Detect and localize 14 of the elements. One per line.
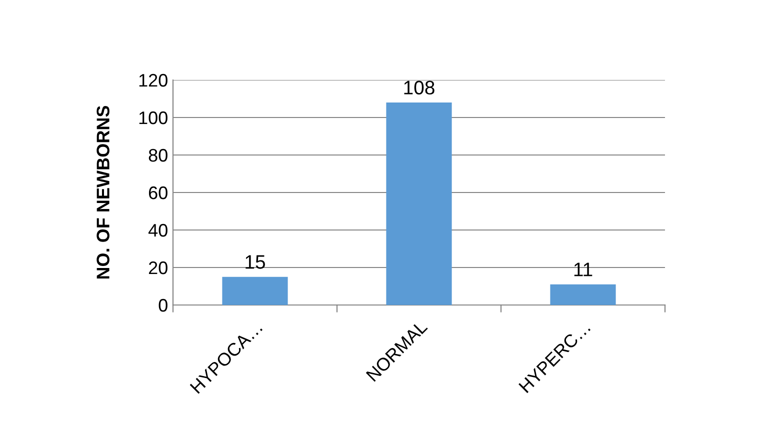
y-tick-label: 20	[148, 261, 168, 274]
y-tick-label: 40	[148, 224, 168, 237]
y-tick-label: 0	[158, 298, 168, 312]
data-label: 108	[404, 80, 434, 94]
y-tick-label: 60	[148, 186, 168, 200]
y-tick-label: 80	[148, 148, 168, 162]
bar	[386, 102, 452, 305]
bar	[550, 284, 616, 305]
y-tick-label: 120	[139, 74, 168, 87]
data-label: 11	[574, 262, 592, 276]
y-tick-label: 100	[139, 111, 168, 124]
bar	[222, 276, 288, 305]
y-axis-title: NO. OF NEWBORNS	[96, 106, 110, 279]
data-label: 15	[246, 255, 265, 269]
